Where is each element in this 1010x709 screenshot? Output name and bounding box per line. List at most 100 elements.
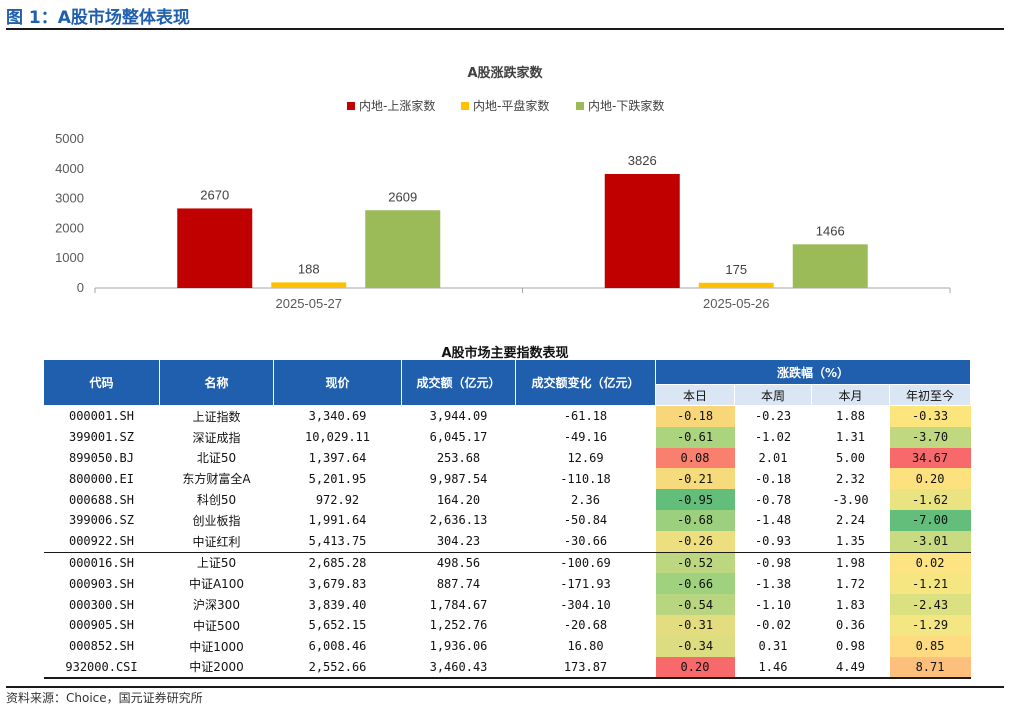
table-row: 000903.SH 中证A100 3,679.83 887.74 -171.93 -0.6… (44, 573, 971, 595)
table-row: 932000.CSI 中证2000 2,552.66 3,460.43 173.87 0.… (43, 656, 971, 680)
cell-name: 创业板指 (192, 513, 241, 528)
cell-month: 0.98 (836, 639, 865, 654)
chart-title: A股涨跌家数 (467, 65, 543, 81)
cell-code: 000922.SH (43, 530, 160, 553)
cell-month: 0.36 (836, 618, 865, 633)
cell-week: 1.46 (734, 656, 812, 680)
cell-month: 1.35 (811, 530, 890, 553)
cell-week: -0.23 (754, 409, 792, 424)
cell-price: 3,679.83 (308, 576, 367, 591)
cell-week: 0.31 (758, 639, 788, 654)
legend-label-0: 内地-上涨家数 (359, 98, 435, 113)
y-tick-label: 2000 (55, 220, 84, 235)
source-note: 资料来源：Choice，国元证券研究所 (6, 691, 203, 705)
cell-day: -0.31 (655, 614, 735, 636)
cell-name: 中证2000 (159, 656, 274, 680)
table-row: 899050.BJ 北证50 1,397.64 253.68 12.69 0.08 2.01… (44, 447, 971, 469)
cell-turnover-change: -49.16 (563, 430, 608, 445)
cell-month: 1.72 (836, 576, 865, 591)
cell-ytd: -7.00 (889, 509, 971, 531)
legend-label-2: 内地-下跌家数 (588, 98, 664, 113)
cell-ytd: 0.20 (889, 468, 971, 490)
cell-turnover: 1,936.06 (429, 639, 488, 654)
cell-code: 399006.SZ (68, 513, 135, 528)
cell-turnover: 887.74 (436, 576, 481, 591)
cell-ytd: -1.29 (889, 614, 971, 636)
table-row: 800000.EI 东方财富全A 5,201.95 9,987.54 -110.18 -0… (44, 468, 971, 490)
bar-value-label: 3826 (628, 153, 657, 168)
cell-day: -0.66 (655, 573, 735, 595)
bar-value-label: 1466 (816, 223, 845, 238)
cell-turnover-change: 2.36 (571, 492, 600, 507)
cell-week: -1.02 (754, 430, 792, 445)
legend-label-1: 内地-平盘家数 (473, 98, 549, 113)
x-tick-label: 2025-05-27 (276, 296, 343, 311)
cell-week: -0.93 (734, 530, 812, 553)
cell-day: -0.18 (655, 405, 735, 427)
cell-ytd: -3.01 (889, 530, 971, 553)
table-row: 000922.SH 中证红利 5,413.75 304.23 -30.66 -0.26 -0… (43, 530, 971, 553)
cell-code: 000905.SH (68, 618, 135, 633)
bar-chart: A股涨跌家数 内地-上涨家数 内地-平盘家数 内地-下跌家数 0 1000 2000 30… (55, 65, 951, 311)
cell-day: -0.52 (655, 552, 735, 574)
bar (698, 282, 774, 288)
cell-month: 4.49 (811, 656, 890, 680)
cell-turnover: 253.68 (436, 450, 481, 465)
bar (792, 244, 868, 288)
cell-turnover: 3,460.43 (401, 656, 516, 680)
cell-day: -0.95 (655, 489, 735, 510)
y-tick-label: 5000 (55, 131, 84, 146)
y-tick-label: 0 (77, 280, 84, 295)
cell-day: -0.21 (655, 468, 735, 490)
cell-month: 1.98 (836, 555, 865, 570)
cell-price: 5,413.75 (273, 530, 402, 553)
cell-price: 972.92 (315, 492, 360, 507)
cell-week: -0.78 (754, 492, 792, 507)
cell-turnover: 3,944.09 (429, 409, 488, 424)
bar (604, 173, 680, 288)
cell-ytd: -1.21 (889, 573, 971, 595)
cell-name: 中证A100 (188, 577, 245, 592)
header-ytd: 年初至今 (888, 384, 972, 406)
cell-price: 1,397.64 (308, 450, 367, 465)
cell-day: 0.20 (655, 656, 735, 680)
cell-week: -1.38 (754, 576, 792, 591)
y-tick-label: 3000 (55, 191, 84, 206)
index-table: 代码 名称 现价 成交额（亿元） 成交额变化（亿元） 涨跌幅（%） 本日 本周 … (43, 359, 972, 680)
cell-name: 中证红利 (159, 530, 274, 553)
cell-name: 北证50 (196, 451, 237, 466)
cell-name: 中证1000 (189, 639, 244, 654)
cell-turnover-change: -110.18 (560, 471, 611, 486)
cell-month: 1.83 (836, 597, 865, 612)
cell-turnover-change: -100.69 (560, 555, 611, 570)
header-turnover: 成交额（亿元） (401, 359, 516, 406)
cell-turnover: 6,045.17 (429, 430, 488, 445)
table-body: 000001.SH 上证指数 3,340.69 3,944.09 -61.18 -0.18… (43, 405, 971, 680)
cell-day: -0.34 (655, 635, 735, 657)
cell-name: 科创50 (196, 493, 237, 508)
cell-day: -0.61 (655, 426, 735, 448)
cell-week: -0.18 (754, 471, 792, 486)
header-day: 本日 (655, 384, 735, 406)
cell-turnover: 498.56 (436, 555, 481, 570)
legend-swatch-1 (461, 102, 469, 110)
x-tick-label: 2025-05-26 (703, 296, 770, 311)
bars: 2670 188 2609 3826 175 1466 (177, 153, 868, 288)
cell-name: 东方财富全A (182, 472, 251, 487)
table-row: 000001.SH 上证指数 3,340.69 3,944.09 -61.18 -0.18… (44, 405, 971, 427)
header-name: 名称 (159, 359, 274, 406)
legend-swatch-2 (576, 102, 584, 110)
header-code: 代码 (43, 359, 160, 406)
cell-price: 2,552.66 (273, 656, 402, 680)
table-row: 399006.SZ 创业板指 1,991.64 2,636.13 -50.84 -0.68… (44, 509, 971, 531)
legend-swatch-0 (347, 102, 355, 110)
cell-code: 399001.SZ (68, 430, 135, 445)
cell-code: 899050.BJ (68, 450, 135, 465)
table-row: 000300.SH 沪深300 3,839.40 1,784.67 -304.10 -0.… (44, 594, 971, 615)
bar-value-label: 175 (725, 262, 747, 277)
cell-turnover-change: 16.80 (567, 639, 604, 654)
cell-month: 2.32 (836, 471, 865, 486)
table-row: 000016.SH 上证50 2,685.28 498.56 -100.69 -0.52 -… (44, 552, 971, 574)
cell-month: 2.24 (836, 513, 865, 528)
cell-code: 000903.SH (68, 576, 135, 591)
